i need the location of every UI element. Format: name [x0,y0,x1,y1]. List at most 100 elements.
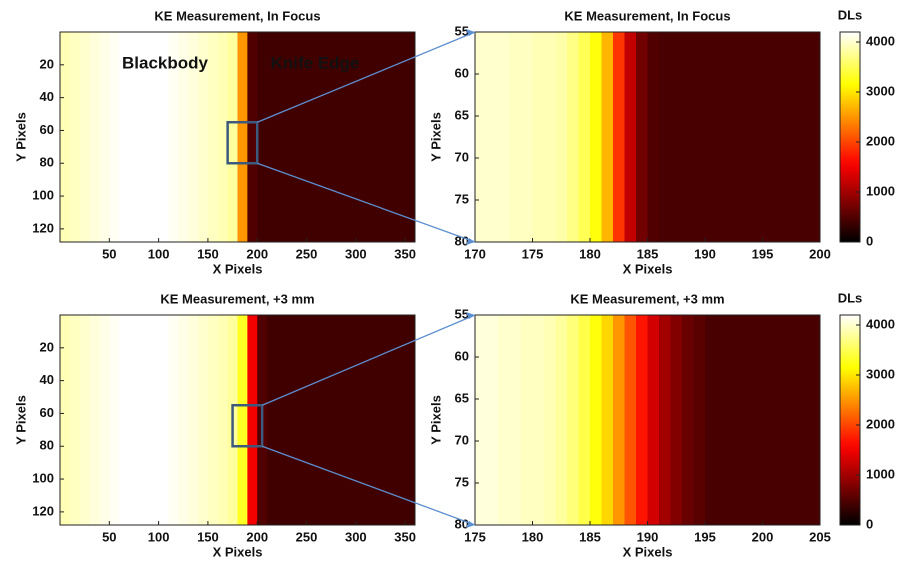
heatmap-column [376,315,386,525]
heatmap-column [567,32,579,242]
y-axis-label: Y Pixels [428,395,443,445]
y-tick-label: 60 [455,65,469,80]
colorbar-tick-label: 0 [866,516,873,531]
x-tick-label: 300 [345,246,367,261]
heatmap-column [238,315,248,525]
heatmap-column [297,315,307,525]
heatmap-column [80,315,90,525]
heatmap-column [786,32,798,242]
heatmap-column [405,32,415,242]
x-tick-label: 170 [464,246,486,261]
heatmap-column [590,315,602,525]
y-tick-label: 40 [40,372,54,387]
heatmap-column [613,32,625,242]
heatmap-column [487,315,499,525]
x-tick-label: 175 [464,529,486,544]
y-tick-label: 65 [455,107,469,122]
x-tick-label: 350 [394,246,416,261]
x-tick-label: 185 [579,529,601,544]
heatmap-column [521,315,533,525]
heatmap-column [579,315,591,525]
x-tick-label: 185 [637,246,659,261]
heatmap-column [648,32,660,242]
heatmap-column [659,315,671,525]
panel-title: KE Measurement, +3 mm [570,291,724,306]
colorbar-tick-label: 4000 [866,316,895,331]
y-axis-label: Y Pixels [428,112,443,162]
panel-title: KE Measurement, In Focus [154,8,320,23]
x-tick-label: 350 [394,529,416,544]
heatmap-column [60,32,70,242]
colorbar-tick-label: 3000 [866,83,895,98]
x-tick-label: 190 [694,246,716,261]
panel-title: KE Measurement, +3 mm [160,291,314,306]
heatmap-column [774,32,786,242]
heatmap-column [178,315,188,525]
heatmap-column [129,315,139,525]
heatmap-column [90,315,100,525]
heatmap-column [70,315,80,525]
heatmap-column [797,315,809,525]
heatmap-column [567,315,579,525]
heatmap-column [556,315,568,525]
figure: KE Measurement, In Focus5010015020025030… [0,0,908,566]
heatmap-column [533,32,545,242]
y-tick-label: 120 [32,503,54,518]
x-tick-label: 195 [752,246,774,261]
x-tick-label: 200 [246,529,268,544]
heatmap-column [797,32,809,242]
heatmap-column [498,32,510,242]
x-tick-label: 50 [102,246,116,261]
heatmap-column [636,32,648,242]
heatmap-column [80,32,90,242]
heatmap-column [625,315,637,525]
x-tick-label: 180 [522,529,544,544]
heatmap-column [740,32,752,242]
heatmap-column [149,315,159,525]
x-tick-label: 250 [296,246,318,261]
colorbar-tick-label: 4000 [866,33,895,48]
heatmap-column [786,315,798,525]
colorbar-tick-label: 1000 [866,183,895,198]
heatmap-column [682,315,694,525]
x-tick-label: 300 [345,529,367,544]
heatmap-column [602,315,614,525]
y-tick-label: 60 [455,348,469,363]
heatmap-column [694,32,706,242]
heatmap-column [487,32,499,242]
heatmap-column [316,315,326,525]
x-tick-label: 195 [694,529,716,544]
heatmap-column [590,32,602,242]
heatmap-column [579,32,591,242]
heatmap-column [90,32,100,242]
x-tick-label: 50 [102,529,116,544]
heatmap-column [533,315,545,525]
x-axis-label: X Pixels [213,261,263,276]
heatmap-column [109,315,119,525]
y-tick-label: 65 [455,390,469,405]
heatmap-column [168,315,178,525]
heatmap-column [346,315,356,525]
y-axis-label: Y Pixels [13,112,28,162]
x-tick-label: 200 [809,246,831,261]
heatmap-column [498,315,510,525]
heatmap-column [257,32,267,242]
x-tick-label: 205 [809,529,831,544]
heatmap-column [671,32,683,242]
y-tick-label: 75 [455,191,469,206]
heatmap-column [277,315,287,525]
y-tick-label: 80 [40,438,54,453]
x-axis-label: X Pixels [623,261,673,276]
heatmap-column [238,32,248,242]
colorbar-label: DLs [838,290,863,305]
heatmap-column [188,315,198,525]
heatmap-column [287,315,297,525]
heatmap-column [405,315,415,525]
heatmap-column [336,315,346,525]
heatmap-column [198,315,208,525]
y-tick-label: 60 [40,405,54,420]
heatmap-column [510,32,522,242]
y-tick-label: 55 [455,23,469,38]
heatmap [475,32,821,242]
y-tick-label: 120 [32,220,54,235]
